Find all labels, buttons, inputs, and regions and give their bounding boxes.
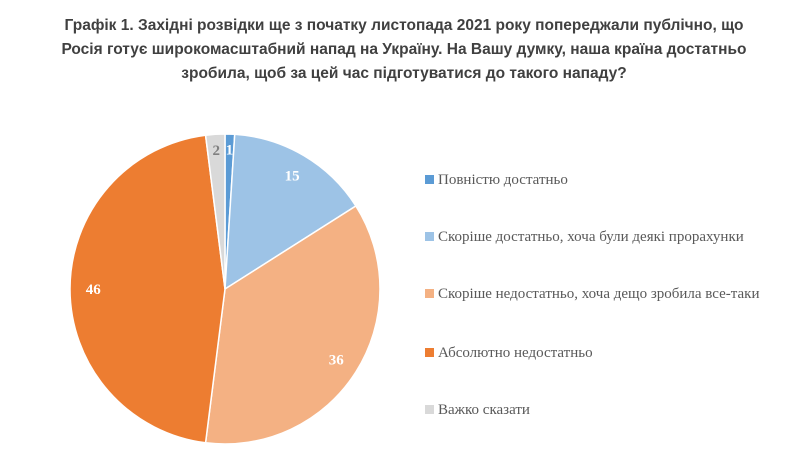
legend-swatch — [425, 175, 434, 184]
legend-label: Абсолютно недостатньо — [438, 345, 593, 361]
legend-swatch — [425, 348, 434, 357]
legend-swatch — [425, 232, 434, 241]
pie-slice — [69, 134, 226, 444]
data-label: 36 — [329, 353, 345, 369]
pie-slice — [204, 133, 226, 290]
data-label: 1 — [226, 143, 234, 159]
title-line: Росія готує широкомасштабний напад на Ук… — [61, 41, 747, 58]
title-line: зробила, щоб за цей час підготуватися до… — [181, 65, 627, 82]
legend-label: Важко сказати — [438, 402, 530, 418]
legend-swatch — [425, 405, 434, 414]
data-label: 15 — [285, 169, 300, 185]
title-line: Графік 1. Західні розвідки ще з початку … — [64, 17, 744, 34]
data-label: 46 — [86, 282, 102, 298]
legend-label: Повністю достатньо — [438, 172, 568, 188]
legend-item: Скоріше недостатньо, хоча дещо зробила в… — [425, 284, 778, 304]
pie-slice — [204, 204, 381, 445]
legend-label: Скоріше недостатньо, хоча дещо зробила в… — [438, 286, 760, 302]
data-label: 2 — [212, 143, 220, 159]
legend-item: Абсолютно недостатньо — [425, 343, 778, 363]
legend-item: Важко сказати — [425, 400, 778, 420]
chart-title: Графік 1. Західні розвідки ще з початку … — [0, 14, 808, 86]
legend-swatch — [425, 289, 434, 298]
legend-label: Скоріше достатньо, хоча були деякі прора… — [438, 229, 744, 245]
pie-slice — [224, 133, 357, 291]
legend-item: Повністю достатньо — [425, 170, 778, 190]
legend-item: Скоріше достатньо, хоча були деякі прора… — [425, 227, 778, 247]
